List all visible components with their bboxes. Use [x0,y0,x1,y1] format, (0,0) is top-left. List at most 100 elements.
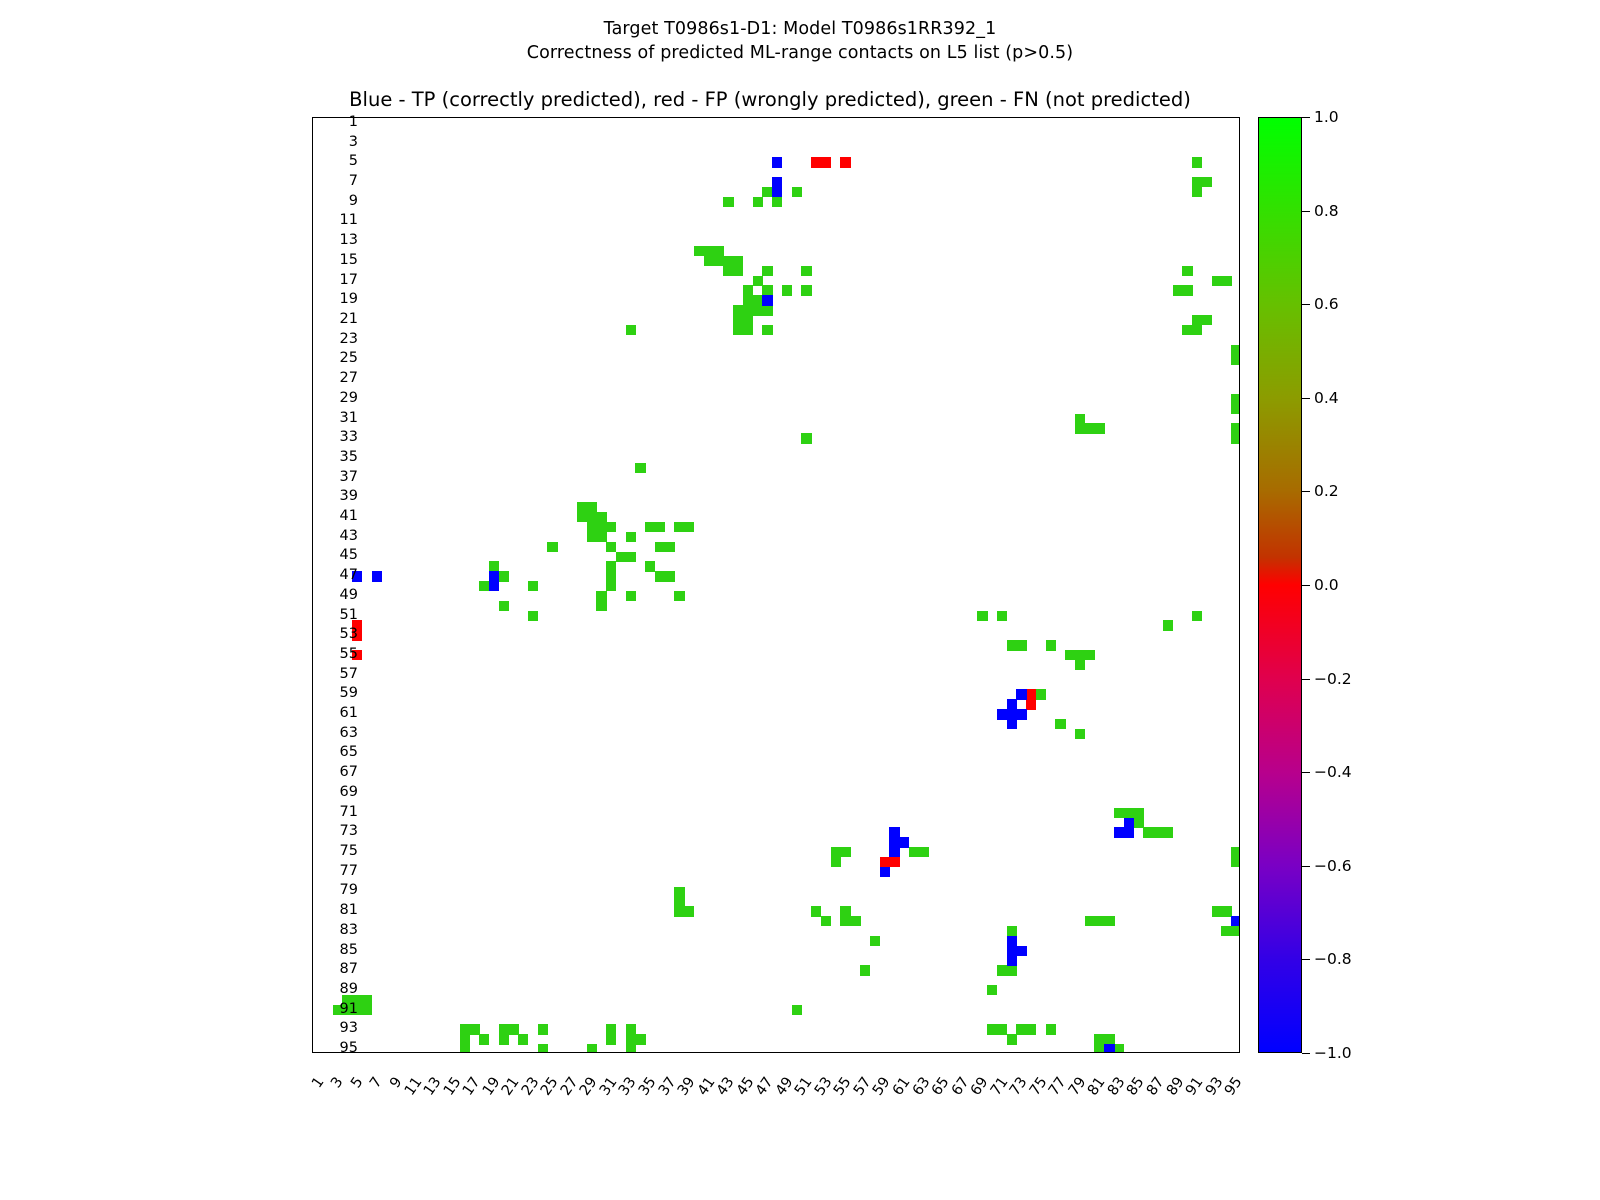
contact-cell-fn [713,255,724,267]
colorbar-tick [1302,678,1310,680]
colorbar-tick-label: 0.4 [1314,388,1339,407]
contact-cell-fn [1026,1024,1037,1035]
x-tick-label: 41 [694,1074,719,1099]
contact-cell-fn [987,985,998,996]
contact-cell-fn [996,1024,1008,1035]
contact-cell-fn [693,246,705,257]
contact-cell-fn [1192,177,1203,188]
contact-cell-fn [615,551,627,562]
contact-cell-fn [1006,925,1017,937]
contact-cell-fn [733,265,744,277]
contact-cell-fn [674,521,685,533]
contact-cell-fn [1094,916,1105,927]
contact-cell-tp [1016,945,1027,956]
contact-cell-tp [1006,945,1017,956]
contact-cell-fn [742,285,754,296]
x-tick-label: 15 [440,1074,465,1099]
contact-cell-tp [772,177,783,188]
x-tick-label: 7 [367,1074,387,1092]
x-tick-label: 73 [1007,1074,1031,1099]
contact-cell-fn [684,521,695,533]
contact-cell-fn [752,305,763,316]
colorbar-tick [1302,959,1310,961]
contact-cell-tp [1123,827,1135,838]
contact-cell-fn [1114,807,1125,819]
contact-cell-fn [723,196,734,208]
contact-cell-fn [645,561,656,572]
x-tick-label: 89 [1163,1074,1188,1099]
colorbar-tick [1302,491,1310,493]
contact-cell-fn [1065,650,1076,661]
contact-cell-fn [586,1044,597,1052]
contact-cell-tp [772,186,783,198]
contact-cell-fn [1133,807,1144,819]
contact-cell-fn [733,305,744,316]
contact-cell-fn [1221,925,1232,937]
contact-cell-fn [801,285,812,296]
contact-cell-fn [625,324,636,336]
colorbar-tick-label: 0.0 [1314,576,1339,594]
x-tick-label: 59 [870,1074,894,1099]
x-tick-label: 93 [1202,1074,1227,1099]
contact-cell-fn [342,994,353,1006]
contact-cell-tp [1123,817,1135,828]
contact-cell-tp [889,827,900,838]
x-tick-label: 75 [1026,1074,1051,1099]
contact-cell-fn [606,561,617,572]
contact-cell-fn [1192,315,1203,326]
contact-cell-fn [498,600,509,612]
contact-cell-fn [762,285,773,296]
colorbar-tick-label: −0.8 [1314,950,1352,969]
contact-cell-fn [781,285,793,296]
contact-cell-fn [791,186,802,198]
contact-cell-fn [654,571,666,582]
contact-cell-fn [1035,689,1047,700]
contact-cell-fn [733,255,744,267]
contact-cell-fn [1182,285,1193,296]
contact-cell-tp [488,571,500,582]
contact-cell-fn [752,196,763,208]
x-tick-label: 81 [1085,1074,1109,1099]
x-tick-label: 65 [928,1074,953,1099]
contact-cell-fn [1006,965,1017,976]
contact-cell-fn [1231,433,1239,444]
x-tick-label: 35 [635,1074,660,1099]
contact-cell-fn [908,847,920,858]
contact-cell-fn [674,590,685,602]
figure-title-block: Target T0986s1-D1: Model T0986s1RR392_1 … [0,18,1600,65]
contact-cell-tp [879,866,890,878]
contact-cell-fn [742,305,754,316]
contact-cell-fn [1221,906,1232,917]
contact-cell-fn [1045,640,1056,651]
contact-cell-fn [1231,354,1239,365]
contact-cell-fn [1104,1034,1115,1045]
contact-cell-fn [469,1024,480,1035]
contact-cell-tp [1006,709,1017,720]
contact-cell-fn [1231,403,1239,415]
contact-cell-fn [479,1034,490,1045]
contact-cell-fn [987,1024,998,1035]
contact-cell-fn [1221,275,1232,286]
x-tick-label: 55 [831,1074,855,1099]
x-tick-label: 47 [753,1074,777,1099]
contact-cell-fn [606,581,617,592]
contact-cell-fn [488,561,500,572]
x-tick-label: 69 [967,1074,992,1099]
contact-cell-fn [606,541,617,552]
contact-cell-fn [586,531,597,543]
contact-cell-fn [1192,324,1203,336]
contact-cell-fn [498,1024,509,1035]
contact-cell-tp [1006,935,1017,947]
contact-cell-fn [1104,916,1115,927]
contact-cell-fn [527,581,539,592]
contact-cell-fn [674,906,685,917]
contact-map-plot [312,117,1240,1053]
contact-cell-fn [606,521,617,533]
contact-cell-tp [1006,719,1017,730]
contact-cell-fn [342,1004,353,1016]
x-tick-label: 91 [1182,1074,1207,1099]
contact-cell-fn [1006,1034,1017,1045]
contact-cell-fn [1162,620,1174,631]
x-tick-label: 71 [987,1074,1012,1099]
contact-cell-fn [996,965,1008,976]
